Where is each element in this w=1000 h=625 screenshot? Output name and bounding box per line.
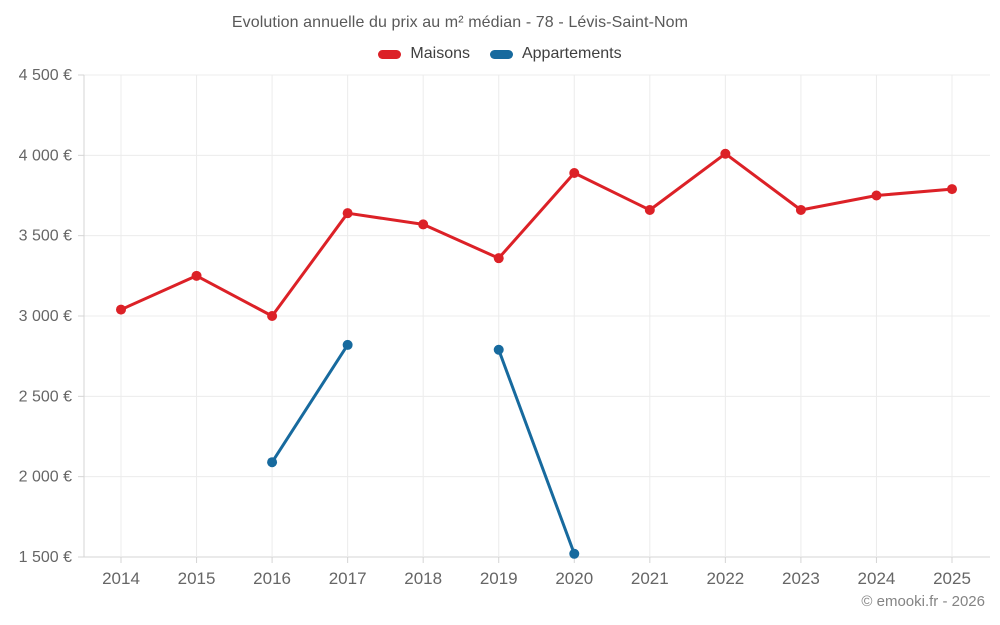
maisons-series-swatch-icon [378,49,402,59]
data-point-maisons-2018[interactable] [418,219,429,230]
copyright: © emooki.fr - 2026 [861,593,985,610]
data-point-maisons-2014[interactable] [116,304,126,315]
x-axis-label: 2018 [404,569,442,588]
x-axis-label: 2015 [178,569,216,588]
data-point-maisons-2023[interactable] [795,204,806,215]
legend-item-maisons[interactable]: Maisons [378,45,470,63]
data-point-appartements-2019[interactable] [493,344,504,355]
y-axis-label: 1 500 € [19,549,72,566]
y-axis-label: 2 000 € [19,469,72,486]
series-line-appartements [270,343,576,556]
data-point-maisons-2016[interactable] [267,311,278,321]
x-axis-label: 2016 [253,569,291,588]
data-point-maisons-2025[interactable] [947,184,957,195]
y-axis-label: 4 500 € [19,67,72,84]
data-point-appartements-2017[interactable] [342,339,353,350]
x-axis-label: 2019 [480,569,518,588]
x-axis-label: 2022 [706,569,744,588]
data-point-maisons-2017[interactable] [342,208,353,219]
data-point-maisons-2021[interactable] [644,204,655,215]
y-axis-label: 2 500 € [19,388,72,405]
legend-label-appartements: Appartements [521,45,622,62]
x-axis-label: 2014 [102,569,140,588]
appartements-series-swatch-icon [489,49,513,59]
x-axis-label: 2023 [782,569,820,588]
data-point-maisons-2015[interactable] [191,270,202,281]
data-point-maisons-2020[interactable] [569,168,580,179]
chart-title: Evolution annuelle du prix au m² médian … [231,14,689,31]
x-axis-label: 2017 [329,569,367,588]
y-axis-label: 4 000 € [19,147,72,164]
legend: Maisons Appartements [0,45,1000,63]
y-axis-label: 3 500 € [19,228,72,245]
x-axis-label: 2020 [555,569,593,588]
x-axis-label: 2021 [631,569,669,588]
legend-label-maisons: Maisons [410,45,470,62]
series-line-maisons [119,152,954,318]
data-point-maisons-2024[interactable] [871,190,882,201]
x-axis-label: 2024 [858,569,896,588]
x-axis-label: 2025 [933,569,971,588]
data-point-maisons-2019[interactable] [493,253,504,264]
y-axis-label: 3 000 € [19,308,72,325]
data-point-appartements-2016[interactable] [267,457,278,468]
data-point-appartements-2020[interactable] [569,548,580,559]
data-point-maisons-2022[interactable] [720,148,731,159]
legend-item-appartements[interactable]: Appartements [489,45,622,63]
